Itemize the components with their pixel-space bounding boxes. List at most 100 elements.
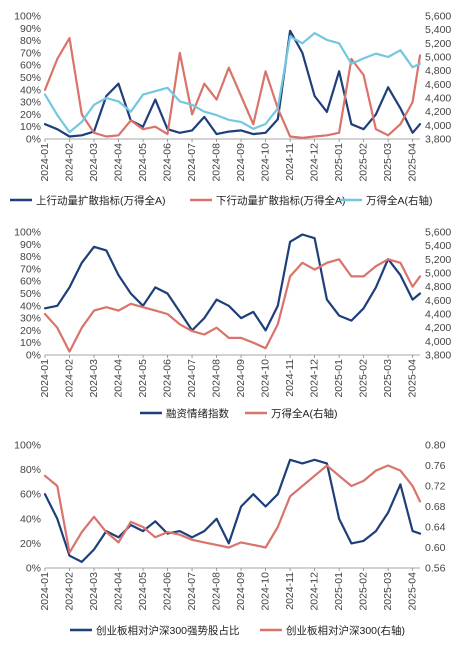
x-axis-tick-label: 2024-03: [88, 143, 100, 182]
legend-label-2: 下行动量扩散指标(万得全A): [216, 194, 346, 207]
left-axis-tick-label: 80%: [20, 251, 41, 263]
right-axis-tick-label: 4,400: [425, 309, 451, 321]
series-line-3: [43, 31, 422, 134]
right-axis-tick-label: 5,200: [425, 254, 451, 266]
x-axis-tick-label: 2024-01: [39, 143, 51, 182]
x-axis-tick-label: 2025-02: [358, 359, 370, 398]
x-axis-tick-label: 2025-01: [333, 359, 345, 398]
chart-1: 0%10%20%30%40%50%60%70%80%90%100% 3,800 4,…: [10, 11, 451, 207]
x-axis-tick-label: 2024-02: [64, 143, 76, 182]
right-axis-tick-label: 0.80: [425, 440, 446, 452]
x-axis-tick-label: 2024-03: [88, 572, 100, 611]
x-axis-tick-label: 2025-03: [382, 359, 394, 398]
x-axis-tick-label: 2025-03: [382, 143, 394, 182]
right-axis-tick-label: 0.60: [425, 542, 446, 554]
right-axis-tick-label: 4,800: [425, 281, 451, 293]
legend-label-2: 创业板相对沪深300(右轴): [286, 624, 405, 637]
left-axis-tick-label: 30%: [20, 313, 41, 325]
left-axis-tick-label: 80%: [20, 464, 41, 476]
right-axis-tick-label: 5,200: [425, 38, 451, 50]
x-axis-tick-label: 2024-09: [235, 572, 247, 611]
left-axis-tick-label: 0%: [26, 134, 41, 146]
chart-2: 0%10%20%30%40%50%60%70%80%90%100% 3,800 4,…: [14, 227, 451, 421]
chart-3: 0% 20% 40% 60% 80% 100% 0.56 0.60 0.64 0.68 0.72 0.…: [14, 440, 445, 638]
x-axis-tick-label: 2024-07: [186, 143, 198, 182]
series-line-1: [43, 29, 422, 138]
left-axis-tick-label: 90%: [20, 239, 41, 251]
x-axis-tick-label: 2024-05: [137, 359, 149, 398]
right-axis-tick-label: 5,000: [425, 52, 451, 64]
x-axis-tick-label: 2024-09: [235, 359, 247, 398]
right-axis-tick-label: 3,800: [425, 350, 451, 362]
left-axis-tick-label: 50%: [20, 72, 41, 84]
left-axis-tick-label: 70%: [20, 47, 41, 59]
right-axis-tick-label: 0.68: [425, 501, 446, 513]
x-axis-tick-label: 2024-11: [284, 572, 296, 610]
x-axis-tick-label: 2024-12: [309, 572, 321, 611]
right-axis-tick-label: 5,400: [425, 24, 451, 36]
legend-label-3: 万得全A(右轴): [366, 194, 433, 207]
series-line-1: [43, 458, 422, 564]
left-axis-tick-label: 30%: [20, 97, 41, 109]
x-axis-tick-label: 2025-02: [358, 143, 370, 182]
x-axis-tick-label: 2024-12: [309, 143, 321, 182]
right-axis-tick-label: 5,400: [425, 240, 451, 252]
right-axis-tick-label: 4,200: [425, 106, 451, 118]
x-axis-tick-label: 2024-02: [64, 572, 76, 611]
series-line-2: [43, 36, 422, 139]
x-axis-tick-label: 2025-01: [333, 572, 345, 611]
legend-label-1: 创业板相对沪深300强势股占比: [96, 624, 240, 637]
x-axis-tick-label: 2024-05: [137, 572, 149, 611]
right-axis-tick-label: 5,600: [425, 227, 451, 239]
x-axis-tick-label: 2024-10: [260, 143, 272, 182]
right-axis-tick-label: 3,800: [425, 134, 451, 146]
left-axis-tick-label: 0%: [26, 350, 41, 362]
right-axis-tick-label: 0.72: [425, 481, 446, 493]
right-axis-tick-label: 0.64: [425, 522, 446, 534]
series-line-2: [43, 464, 422, 554]
right-axis-tick-label: 4,600: [425, 295, 451, 307]
x-axis-tick-label: 2025-03: [382, 572, 394, 611]
x-axis-tick-label: 2025-04: [407, 143, 419, 182]
x-axis-tick-label: 2024-10: [260, 572, 272, 611]
left-axis-tick-label: 40%: [20, 300, 41, 312]
x-axis-tick-label: 2024-11: [284, 143, 296, 181]
x-axis-tick-label: 2024-07: [186, 359, 198, 398]
left-axis-tick-label: 20%: [20, 325, 41, 337]
x-axis-tick-label: 2024-03: [88, 359, 100, 398]
left-axis-tick-label: 0%: [26, 563, 41, 575]
legend-label-2: 万得全A(右轴): [271, 407, 338, 420]
right-axis-tick-label: 4,000: [425, 120, 451, 132]
x-axis-tick-label: 2024-06: [162, 572, 174, 611]
x-axis-tick-label: 2024-04: [113, 572, 125, 611]
left-axis-tick-label: 90%: [20, 23, 41, 35]
right-axis-tick-label: 5,000: [425, 268, 451, 280]
left-axis-tick-label: 60%: [20, 60, 41, 72]
x-axis-tick-label: 2024-06: [162, 143, 174, 182]
x-axis-tick-label: 2024-12: [309, 359, 321, 398]
x-axis-tick-label: 2024-08: [211, 143, 223, 182]
x-axis-tick-label: 2025-04: [407, 359, 419, 398]
x-axis-tick-label: 2025-01: [333, 143, 345, 182]
right-axis-tick-label: 4,400: [425, 93, 451, 105]
series-line-1: [43, 233, 422, 332]
left-axis-tick-label: 10%: [20, 337, 41, 349]
x-axis-tick-label: 2024-09: [235, 143, 247, 182]
x-axis-tick-label: 2024-04: [113, 359, 125, 398]
right-axis-tick-label: 0.76: [425, 460, 446, 472]
left-axis-tick-label: 20%: [20, 109, 41, 121]
left-axis-tick-label: 60%: [20, 276, 41, 288]
series-line-2: [43, 258, 422, 353]
x-axis-tick-label: 2024-01: [39, 359, 51, 398]
left-axis-tick-label: 100%: [14, 227, 41, 239]
right-axis-tick-label: 0.56: [425, 563, 446, 575]
x-axis-tick-label: 2024-02: [64, 359, 76, 398]
left-axis-tick-label: 40%: [20, 513, 41, 525]
left-axis-tick-label: 40%: [20, 84, 41, 96]
right-axis-tick-label: 5,600: [425, 11, 451, 23]
x-axis-tick-label: 2024-11: [284, 359, 296, 397]
x-axis-tick-label: 2024-05: [137, 143, 149, 182]
left-axis-tick-label: 10%: [20, 121, 41, 133]
left-axis-tick-label: 100%: [14, 440, 41, 452]
